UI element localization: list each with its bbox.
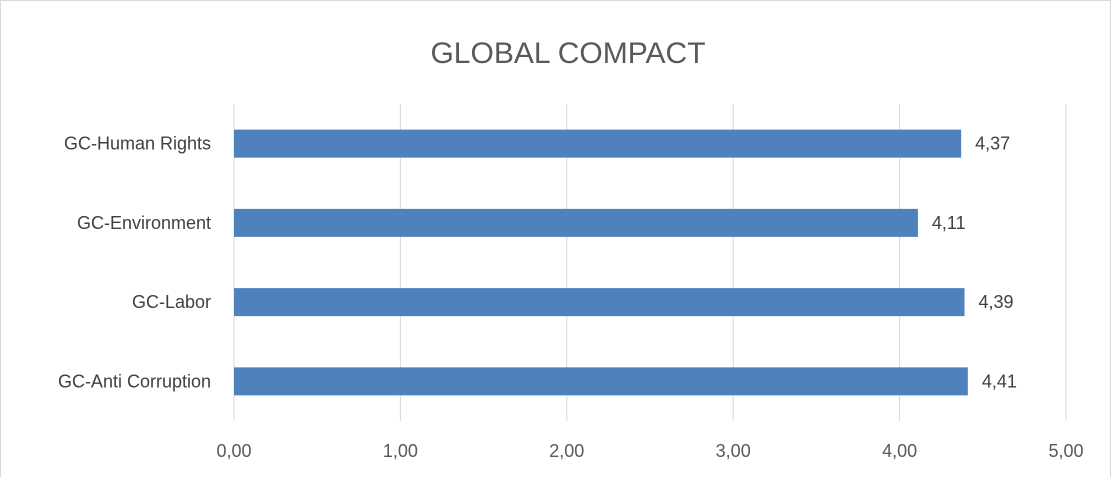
labels: 0,00 1,00 2,00 3,00 4,00 5,00 GC-Human Rights 4…	[58, 134, 1084, 461]
x-tick-label: 5,00	[1048, 441, 1083, 461]
bar	[234, 288, 965, 317]
chart-title: GLOBAL COMPACT	[430, 37, 705, 70]
category-label: GC-Environment	[77, 213, 211, 233]
category-label: GC-Human Rights	[64, 134, 211, 154]
data-label: 4,41	[982, 371, 1017, 391]
x-tick-label: 4,00	[882, 441, 917, 461]
bar	[234, 208, 918, 237]
x-tick-label: 3,00	[716, 441, 751, 461]
x-tick-label: 0,00	[216, 441, 251, 461]
data-label: 4,39	[978, 292, 1013, 312]
x-tick-label: 2,00	[549, 441, 584, 461]
bar	[234, 129, 962, 158]
data-label: 4,11	[932, 213, 966, 233]
x-tick-label: 1,00	[383, 441, 418, 461]
data-label: 4,37	[975, 134, 1010, 154]
category-label: GC-Anti Corruption	[58, 371, 211, 391]
bars	[234, 129, 968, 396]
bar	[234, 367, 968, 396]
category-label: GC-Labor	[132, 292, 211, 312]
